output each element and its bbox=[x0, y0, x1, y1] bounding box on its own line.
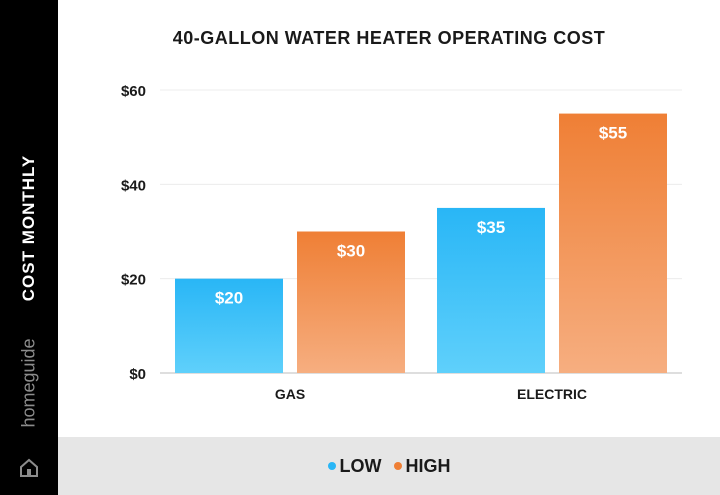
x-tick-label: GAS bbox=[275, 386, 305, 402]
y-tick-label: $60 bbox=[121, 83, 146, 100]
bar-electric-low bbox=[437, 207, 545, 373]
legend-item-low: LOW bbox=[327, 455, 382, 477]
sidebar bbox=[0, 0, 58, 495]
data-label: $55 bbox=[599, 124, 627, 143]
bar-chart: $0 $20 $40 $60 $20 $30 GAS $35 $55 ELECTRIC bbox=[121, 83, 682, 402]
legend-item-high: HIGH bbox=[393, 455, 451, 477]
data-label: $35 bbox=[477, 218, 505, 237]
house-icon bbox=[20, 458, 38, 477]
data-label: $30 bbox=[337, 242, 365, 261]
legend-swatch-high bbox=[393, 462, 402, 470]
legend-label-low: LOW bbox=[339, 455, 382, 476]
bar-gas-high bbox=[297, 231, 405, 373]
legend-label-high: HIGH bbox=[405, 455, 451, 476]
legend: LOW HIGH bbox=[58, 437, 720, 495]
y-tick-label: $40 bbox=[121, 177, 146, 194]
bar-gas-low bbox=[175, 278, 283, 373]
x-tick-label: ELECTRIC bbox=[517, 386, 587, 402]
chart-title: 40-GALLON WATER HEATER OPERATING COST bbox=[172, 28, 606, 48]
y-tick-label: $20 bbox=[121, 272, 146, 289]
legend-swatch-low bbox=[327, 462, 336, 470]
bar-electric-high bbox=[559, 113, 667, 373]
data-label: $20 bbox=[215, 289, 243, 308]
y-tick-label: $0 bbox=[129, 366, 146, 383]
